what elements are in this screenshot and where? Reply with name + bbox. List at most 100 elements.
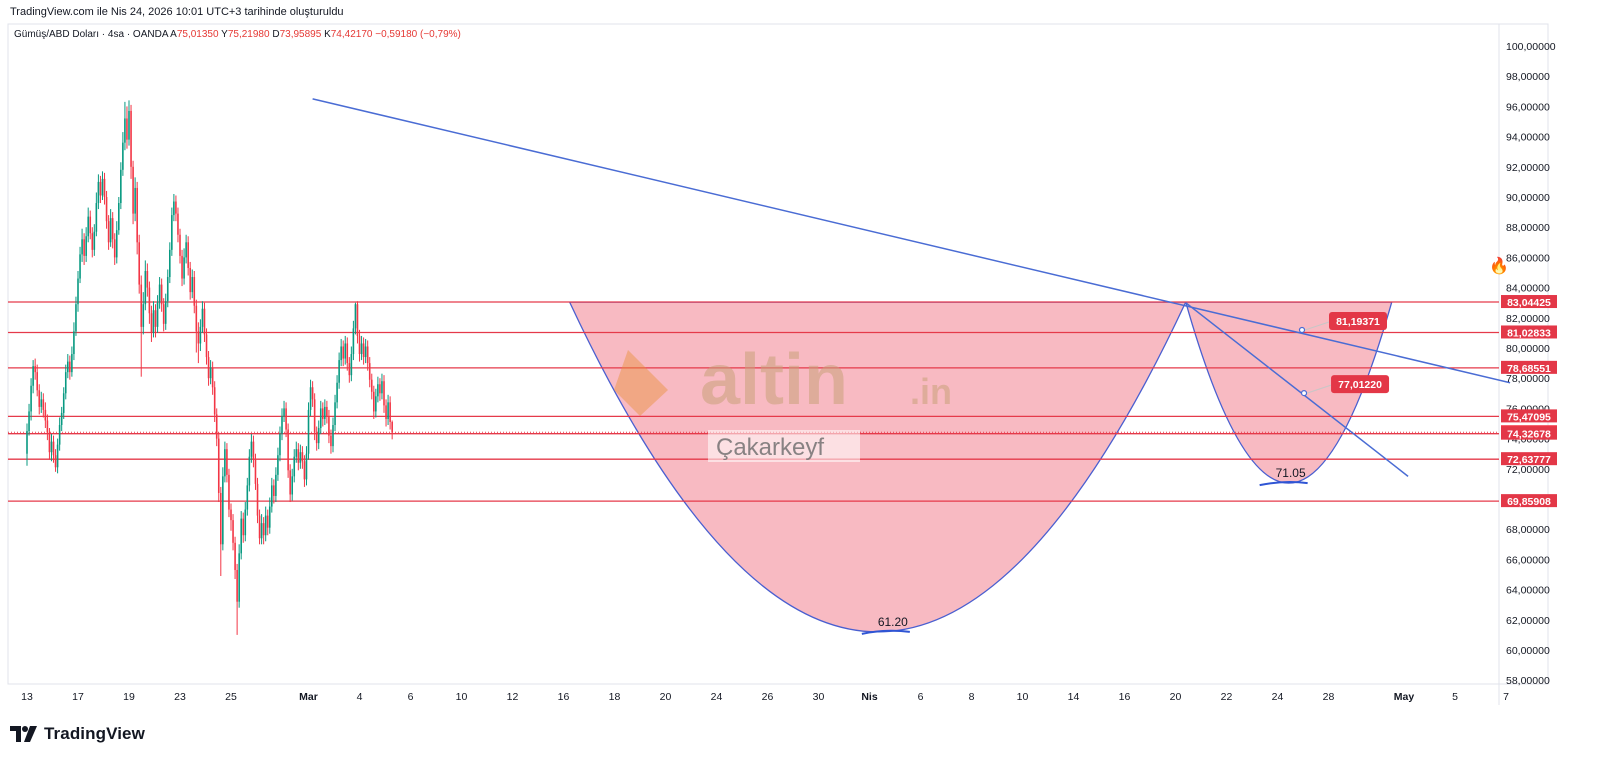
- level-lines-layer: [8, 301, 1499, 502]
- candle: [28, 403, 30, 436]
- candle: [315, 426, 318, 451]
- watermark-layer: altin .in Çakarkeyf: [614, 340, 952, 462]
- candle-body: [297, 449, 300, 463]
- candle: [95, 192, 98, 237]
- candle-body: [77, 278, 79, 305]
- candle: [309, 379, 312, 416]
- candle-body: [130, 110, 132, 167]
- candle-body: [234, 542, 236, 570]
- price-tick-label: 84,00000: [1506, 283, 1550, 295]
- candle-body: [177, 213, 179, 235]
- callout-value: 81,19371: [1336, 316, 1380, 328]
- candle-body: [175, 201, 177, 214]
- candle-body: [362, 343, 365, 358]
- candle-body: [44, 409, 47, 421]
- candle-body: [381, 381, 383, 394]
- candle: [370, 373, 373, 400]
- candle-body: [103, 178, 106, 197]
- candle: [34, 358, 36, 380]
- candle-body: [281, 415, 283, 435]
- time-tick-label: 19: [123, 691, 135, 703]
- candle-body: [83, 239, 85, 256]
- candle: [234, 536, 236, 580]
- time-tick-label: 18: [609, 691, 621, 703]
- candle-body: [124, 118, 126, 143]
- candle: [303, 455, 306, 487]
- candle: [293, 449, 296, 483]
- symbol-name: Gümüş/ABD Doları · 4sa · OANDA: [14, 29, 168, 40]
- candle: [281, 408, 283, 441]
- candle-body: [301, 452, 304, 462]
- level-axis-badge: [1501, 494, 1557, 508]
- candle-body: [352, 328, 355, 355]
- candle: [138, 234, 140, 294]
- open-value: 75,01350: [176, 29, 219, 40]
- candle-body: [226, 449, 228, 475]
- candle: [52, 435, 55, 463]
- candle: [48, 428, 51, 460]
- candle-body: [342, 346, 344, 359]
- candle-body: [211, 367, 214, 388]
- high-value: 75,21980: [227, 29, 270, 40]
- candle: [87, 207, 89, 243]
- candle-body: [34, 366, 36, 373]
- candle: [152, 301, 155, 338]
- price-chart[interactable]: altin .in Çakarkeyf 61.20 71.05 81,19371 77,0…: [0, 0, 1600, 720]
- candle: [71, 346, 73, 377]
- candle: [91, 227, 94, 258]
- candle-body: [324, 406, 326, 419]
- tradingview-logo-icon: [10, 726, 37, 742]
- candle: [254, 453, 257, 490]
- pattern-fill-layer: [568, 301, 1393, 633]
- candle: [279, 426, 281, 462]
- time-tick-label: 16: [558, 691, 570, 703]
- time-tick-label: 5: [1452, 691, 1458, 703]
- candle: [368, 357, 371, 388]
- candle: [222, 467, 224, 551]
- candle: [83, 233, 85, 265]
- time-tick-label: 25: [225, 691, 237, 703]
- candle: [271, 477, 273, 513]
- candle: [385, 399, 387, 427]
- chart-area[interactable]: altin .in Çakarkeyf 61.20 71.05 81,19371 77,0…: [0, 0, 1600, 725]
- candle: [299, 444, 302, 469]
- candle: [62, 387, 65, 419]
- candle: [324, 399, 326, 426]
- time-tick-label: 12: [507, 691, 519, 703]
- candle-body: [283, 408, 285, 416]
- candle: [60, 406, 63, 432]
- candle-body: [252, 441, 255, 460]
- candle: [136, 181, 138, 255]
- candle: [383, 375, 385, 413]
- candle-body: [305, 453, 308, 480]
- candle: [160, 278, 163, 312]
- candle: [158, 277, 161, 309]
- candle-body: [107, 221, 110, 243]
- candle: [334, 394, 336, 432]
- candle: [50, 434, 53, 462]
- candle: [97, 174, 100, 210]
- candle-body: [293, 456, 296, 477]
- candle-body: [67, 361, 69, 373]
- candle-body: [142, 304, 145, 327]
- candle-body: [187, 242, 189, 268]
- candle: [287, 423, 289, 478]
- candle-body: [340, 346, 342, 361]
- candle-body: [238, 553, 240, 602]
- trendlines-layer: [312, 98, 1511, 477]
- annotations-layer: 61.20 71.05 81,19371 77,01220: [861, 311, 1390, 635]
- candle: [26, 423, 28, 466]
- candle-body: [360, 343, 363, 355]
- fire-icon[interactable]: 🔥: [1489, 258, 1509, 275]
- time-tick-label: 7: [1503, 691, 1509, 703]
- candle-body: [73, 331, 75, 355]
- callout-box: [1331, 375, 1390, 394]
- candle-body: [309, 387, 312, 410]
- candle-body: [140, 284, 143, 327]
- tradingview-footer[interactable]: TradingView: [10, 724, 145, 744]
- candle: [169, 242, 171, 284]
- candle-body: [250, 441, 253, 457]
- candle-body: [42, 399, 45, 410]
- candle-body: [299, 452, 302, 463]
- candle-body: [256, 483, 259, 516]
